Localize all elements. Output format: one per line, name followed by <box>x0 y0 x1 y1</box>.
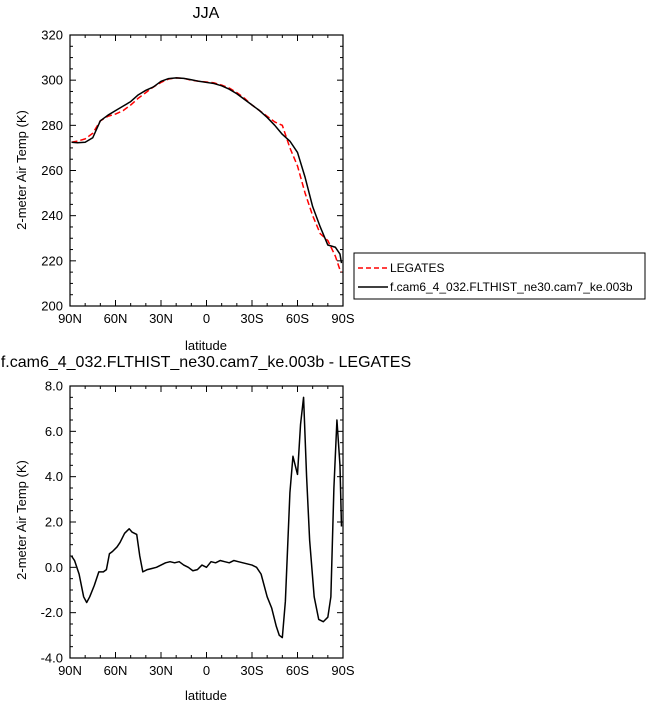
bottom-y-tick-label: 2.0 <box>45 515 63 530</box>
legend-box <box>353 252 646 300</box>
top-x-tick-label: 30N <box>149 311 173 326</box>
bottom-chart-title: f.cam6_4_032.FLTHIST_ne30.cam7_ke.003b -… <box>1 354 411 371</box>
bottom-y-tick-label: -2.0 <box>41 605 63 620</box>
top-x-tick-label: 90N <box>58 311 82 326</box>
top-x-tick-label: 60N <box>104 311 128 326</box>
bottom-series-lines <box>70 396 343 639</box>
top-y-tick-label: 220 <box>41 253 63 268</box>
bottom-x-axis-label: latitude <box>185 688 227 703</box>
bottom-y-tick-label: 0.0 <box>45 560 63 575</box>
top-x-tick-label: 90S <box>331 311 354 326</box>
legend-label-legates: LEGATES <box>390 261 444 275</box>
legend-label-model: f.cam6_4_032.FLTHIST_ne30.cam7_ke.003b <box>390 280 633 294</box>
top-series-line-0 <box>71 77 343 273</box>
bottom-x-tick-label: 60N <box>104 663 128 678</box>
top-y-tick-label: 300 <box>41 73 63 88</box>
top-x-tick-label: 30S <box>240 311 263 326</box>
bottom-x-tick-label: 90S <box>331 663 354 678</box>
bottom-y-tick-label: 8.0 <box>45 379 63 394</box>
bottom-x-tick-label: 0 <box>203 663 210 678</box>
top-y-tick-label: 320 <box>41 28 63 43</box>
bottom-x-tick-label: 30S <box>240 663 263 678</box>
top-axis-ticks: 90N 60N 30N 0 30S 60S 90S 200 220 240 260 280 300 320 <box>41 28 355 327</box>
bottom-axis-ticks: 90N 60N 30N 0 30S 60S 90S -4.0 -2.0 0.0 2.0 4.0 6.0 8… <box>41 379 355 679</box>
top-y-tick-label: 200 <box>41 299 63 314</box>
top-series-lines <box>71 77 343 273</box>
bottom-chart: f.cam6_4_032.FLTHIST_ne30.cam7_ke.003b -… <box>1 354 411 703</box>
legend: LEGATES f.cam6_4_032.FLTHIST_ne30.cam7_k… <box>353 252 646 300</box>
bottom-y-tick-label: 4.0 <box>45 469 63 484</box>
bottom-plot-frame <box>69 385 344 659</box>
top-y-tick-label: 240 <box>41 208 63 223</box>
top-x-tick-label: 0 <box>203 311 210 326</box>
top-chart: JJA 90N 60N 30N 0 30S 60S 90S 200 220 240 260 280 30… <box>14 5 355 353</box>
top-chart-title: JJA <box>193 5 220 22</box>
top-y-tick-label: 260 <box>41 163 63 178</box>
top-x-tick-label: 60S <box>286 311 309 326</box>
bottom-x-tick-label: 60S <box>286 663 309 678</box>
top-y-axis-label: 2-meter Air Temp (K) <box>14 110 29 230</box>
bottom-y-axis-label: 2-meter Air Temp (K) <box>14 460 29 580</box>
bottom-y-tick-label: -4.0 <box>41 651 63 666</box>
bottom-y-tick-label: 6.0 <box>45 424 63 439</box>
top-series-line-1 <box>71 77 343 264</box>
bottom-x-tick-label: 90N <box>58 663 82 678</box>
bottom-x-tick-label: 30N <box>149 663 173 678</box>
top-y-tick-label: 280 <box>41 118 63 133</box>
top-x-axis-label: latitude <box>185 338 227 353</box>
top-plot-frame <box>69 34 344 307</box>
bottom-series-line-0 <box>70 396 343 639</box>
